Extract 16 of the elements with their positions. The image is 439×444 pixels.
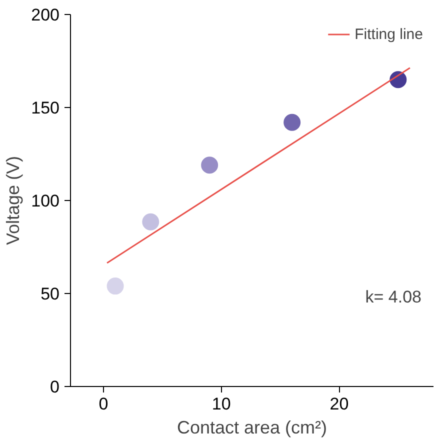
point (284, 114, 301, 131)
y-tick-label: 0 (50, 378, 60, 396)
y-tick-label: 100 (31, 192, 60, 210)
y-tick-label: 50 (40, 284, 60, 304)
annotation: k= 4.08 (365, 288, 422, 306)
x-tick-label: 0 (98, 394, 108, 414)
legend-label: Fitting line (354, 26, 423, 42)
x-tick-label: 10 (212, 394, 231, 414)
x-tick-label: 20 (330, 394, 349, 414)
y-tick-label: 200 (31, 6, 60, 24)
y-axis-title: Voltage (V) (3, 156, 24, 246)
y-tick-label: 150 (31, 98, 60, 118)
x-axis-title: Contact area (cm²) (176, 418, 328, 438)
point (201, 156, 218, 174)
point (142, 213, 160, 230)
point (106, 278, 124, 295)
